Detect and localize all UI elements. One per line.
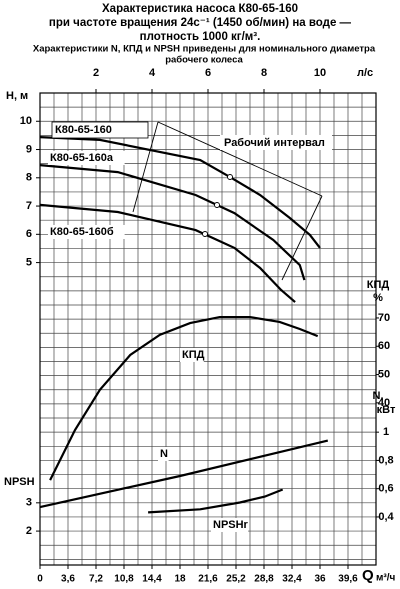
y3-tick-label: 0,4 [378, 511, 394, 523]
x-tick-label: 21,6 [198, 574, 218, 585]
series-label: NPSHr [213, 519, 249, 531]
y-tick-label: 8 [26, 172, 32, 184]
y-axis-label: H, м [6, 90, 28, 102]
x-tick-label: 14,4 [142, 574, 162, 585]
label-bg [48, 225, 125, 239]
series-label: КПД [182, 349, 205, 361]
y-tick-label: 5 [26, 256, 32, 268]
label-bg [48, 151, 125, 165]
operating-point [227, 174, 233, 180]
series-label: К80-65-160а [50, 152, 114, 164]
curve [39, 439, 329, 509]
label-box [51, 121, 149, 139]
x-axis-label: м³/ч [376, 573, 396, 584]
y2-axis-label: % [373, 292, 383, 304]
chart-title: при частоте вращения 24с⁻¹ (1450 об/мин)… [49, 17, 352, 29]
interval-line [281, 195, 323, 281]
x2-tick-label: 10 [314, 67, 326, 79]
y3-axis-label: N, [373, 390, 384, 402]
interval-line [157, 121, 323, 197]
operating-point [202, 231, 208, 237]
y2-tick-label: 70 [378, 312, 390, 324]
curve [39, 203, 296, 303]
x-tick-label: 3,6 [61, 574, 75, 585]
x-tick-label: 7,2 [89, 574, 103, 585]
x-tick-label: 10,8 [114, 574, 134, 585]
interval-line [132, 121, 159, 213]
y4-tick-label: 2 [26, 525, 32, 537]
y2-axis-label: КПД [367, 279, 390, 291]
y-tick-label: 9 [26, 143, 32, 155]
x-tick-label: 25,2 [226, 574, 246, 585]
annotation-box [220, 135, 332, 150]
label-bg [211, 518, 248, 532]
y3-tick-label: 0,8 [378, 454, 393, 466]
y3-axis-label: кВт [377, 404, 396, 416]
y3-tick-label: 1 [383, 426, 389, 438]
y4-axis-label: NPSH [4, 476, 35, 488]
operating-point [214, 202, 220, 208]
x-tick-label: 18 [174, 574, 186, 585]
curve [148, 488, 284, 514]
x-tick-label: 28,8 [254, 574, 274, 585]
chart-subtitle: рабочего колеса [165, 55, 243, 66]
x-tick-label: 32,4 [282, 574, 302, 585]
series-label: К80-65-160 [55, 124, 112, 136]
series-label: К80-65-160б [50, 226, 114, 238]
x-tick-label: 36 [314, 574, 326, 585]
curve [49, 316, 319, 481]
x-tick-label: 0 [37, 574, 43, 585]
curve [39, 136, 321, 249]
x2-tick-label: 8 [261, 67, 267, 79]
y2-tick-label: 40 [378, 397, 390, 409]
x2-tick-label: 6 [205, 67, 211, 79]
y4-tick-label: 3 [26, 497, 32, 509]
y-tick-label: 10 [20, 115, 32, 127]
y2-tick-label: 50 [378, 368, 390, 380]
chart-subtitle: Характеристики N, КПД и NPSH приведены д… [33, 44, 376, 55]
chart-title: плотность 1000 кг/м³. [140, 31, 261, 43]
x2-axis-label: л/с [357, 67, 373, 79]
annotation: Рабочий интервал [224, 137, 325, 149]
curve [39, 164, 306, 281]
x2-tick-label: 4 [149, 67, 156, 79]
x-axis-label: Q [362, 567, 374, 584]
x2-tick-label: 2 [93, 67, 99, 79]
x-tick-label: 39,6 [338, 574, 358, 585]
y-tick-label: 6 [26, 228, 32, 240]
label-bg [180, 348, 204, 362]
series-label: N [160, 448, 168, 460]
y2-tick-label: 60 [378, 340, 390, 352]
y3-tick-label: 0,6 [378, 483, 393, 495]
working-interval [132, 121, 323, 281]
y-tick-label: 7 [26, 200, 32, 212]
chart-title: Характеристика насоса К80-65-160 [102, 3, 298, 15]
label-bg [158, 447, 169, 461]
